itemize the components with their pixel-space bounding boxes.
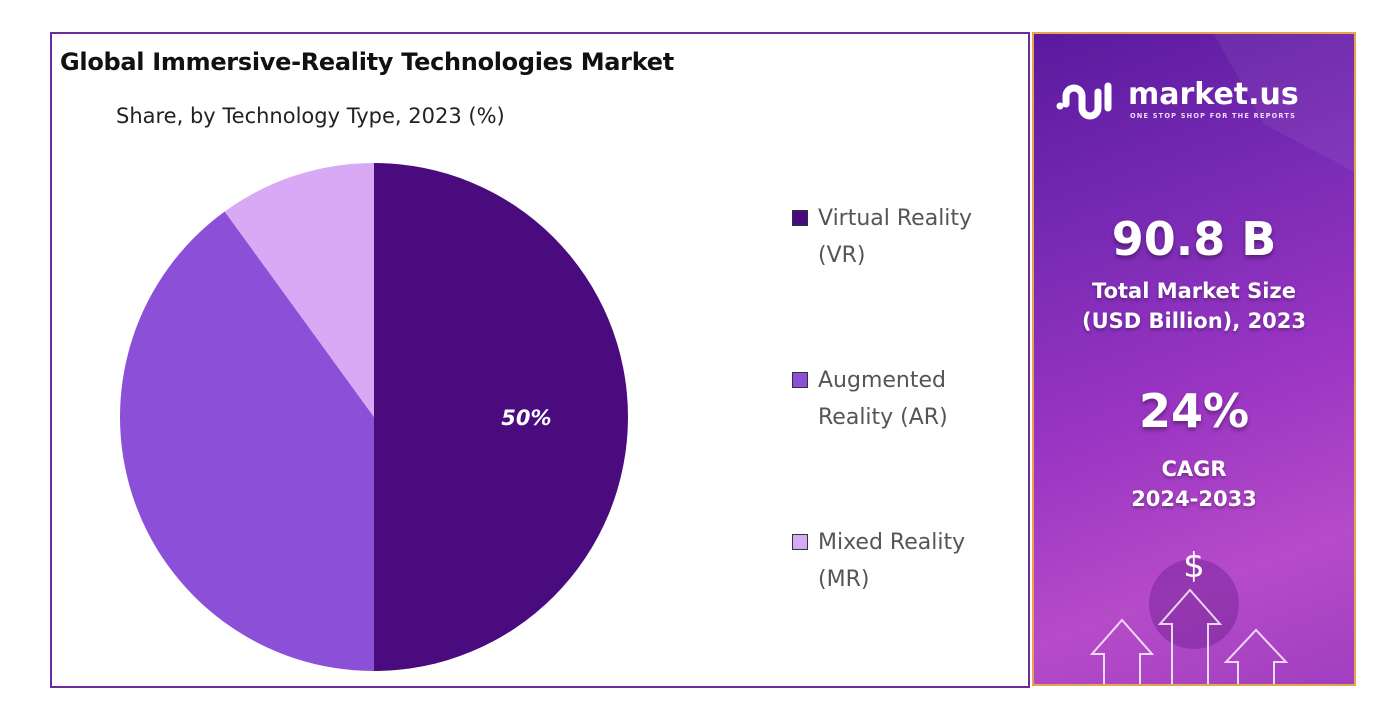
- cagr-period: 2024-2033: [1131, 487, 1257, 511]
- legend-item-1: Augmented Reality (AR): [792, 362, 992, 436]
- pie-slice-0: [374, 163, 628, 671]
- chart-subtitle: Share, by Technology Type, 2023 (%): [116, 104, 505, 128]
- brand-name: market.us: [1128, 77, 1299, 112]
- legend-item-0: Virtual Reality (VR): [792, 200, 992, 274]
- legend-label: Virtual Reality (VR): [818, 206, 973, 268]
- legend-swatch: [792, 372, 808, 388]
- pie-chart: 50%: [120, 163, 628, 671]
- growth-arrows-icon: [1089, 588, 1289, 684]
- legend-label: Augmented Reality (AR): [818, 368, 948, 430]
- dollar-icon: $: [1183, 546, 1205, 586]
- pie-slice-1: [120, 211, 374, 671]
- brand-tagline: ONE STOP SHOP FOR THE REPORTS: [1130, 112, 1296, 120]
- pie-slice-2: [224, 163, 374, 417]
- cagr-value: 24%: [1138, 384, 1250, 438]
- legend-swatch: [792, 534, 808, 550]
- summary-panel: market.us ONE STOP SHOP FOR THE REPORTS …: [1032, 32, 1356, 686]
- market-size-label: Total Market Size: [1092, 279, 1296, 303]
- chart-title: Global Immersive-Reality Technologies Ma…: [60, 48, 674, 76]
- background-decoration: [1089, 34, 1354, 684]
- cagr-label: CAGR: [1161, 457, 1227, 481]
- chart-panel: Global Immersive-Reality Technologies Ma…: [50, 32, 1030, 688]
- legend-label: Mixed Reality (MR): [818, 530, 966, 592]
- market-size-label-2: (USD Billion), 2023: [1081, 309, 1307, 333]
- market-us-logo: market.us ONE STOP SHOP FOR THE REPORTS: [1056, 77, 1299, 120]
- legend-item-2: Mixed Reality (MR): [792, 524, 992, 598]
- market-size-value: 90.8 B: [1111, 212, 1277, 266]
- slice-label-0: 50%: [501, 406, 551, 430]
- legend-swatch: [792, 210, 808, 226]
